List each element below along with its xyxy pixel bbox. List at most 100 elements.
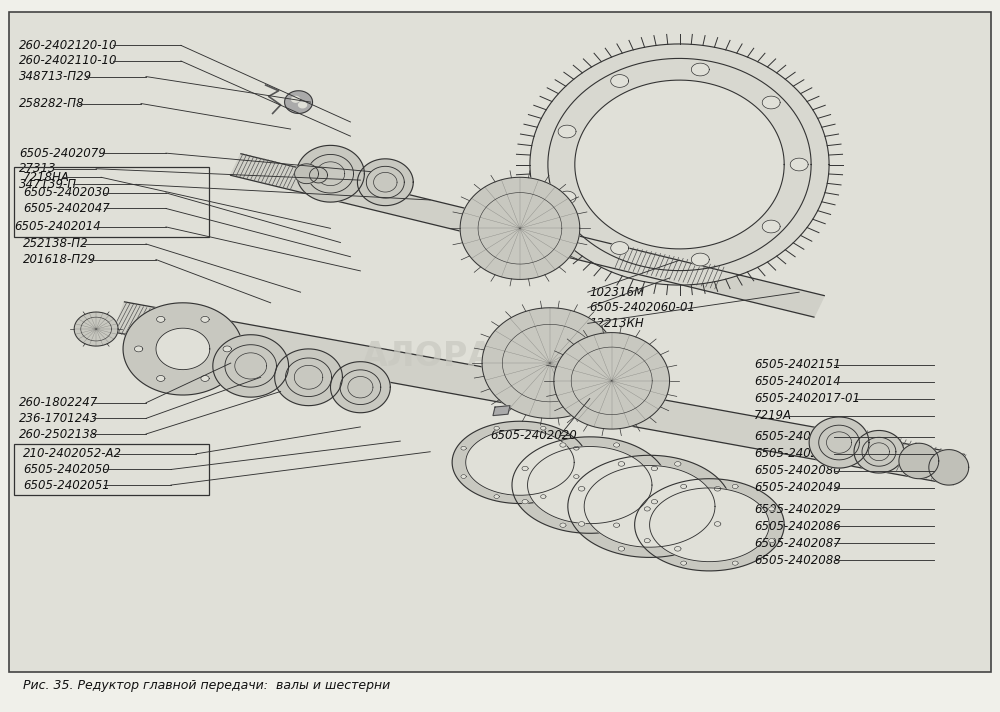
Text: 252138-П2: 252138-П2	[23, 237, 89, 251]
Polygon shape	[762, 96, 780, 109]
Polygon shape	[295, 164, 319, 184]
Polygon shape	[310, 167, 327, 183]
Polygon shape	[618, 461, 625, 466]
Polygon shape	[554, 333, 670, 429]
Polygon shape	[460, 177, 580, 279]
Polygon shape	[493, 406, 510, 416]
Polygon shape	[231, 154, 824, 317]
Polygon shape	[613, 443, 620, 447]
Polygon shape	[330, 362, 390, 413]
Text: 6505-2402060-01: 6505-2402060-01	[590, 301, 696, 314]
Text: 102316М: 102316М	[590, 286, 645, 298]
Polygon shape	[674, 547, 681, 551]
Text: 6505-2402051: 6505-2402051	[23, 478, 110, 491]
Polygon shape	[558, 191, 576, 204]
Text: 6505-2402086: 6505-2402086	[754, 520, 841, 533]
Polygon shape	[494, 426, 499, 430]
Polygon shape	[809, 417, 869, 468]
Text: 6505-2402080: 6505-2402080	[754, 464, 841, 477]
Polygon shape	[769, 538, 775, 543]
Polygon shape	[297, 145, 364, 202]
Polygon shape	[560, 523, 566, 528]
Text: 6505-2402085: 6505-2402085	[754, 430, 841, 444]
Text: 348713-П29: 348713-П29	[19, 70, 92, 83]
Polygon shape	[681, 561, 687, 565]
Polygon shape	[123, 303, 243, 395]
Polygon shape	[584, 466, 715, 548]
Text: 347139-П: 347139-П	[19, 178, 77, 191]
Text: 210-2402052-А2: 210-2402052-А2	[23, 447, 122, 461]
Polygon shape	[651, 500, 658, 504]
Polygon shape	[134, 346, 143, 352]
Polygon shape	[201, 316, 209, 323]
Text: 6505-2402017-01: 6505-2402017-01	[754, 392, 860, 405]
Polygon shape	[899, 444, 939, 478]
Polygon shape	[285, 90, 313, 113]
Polygon shape	[929, 449, 969, 485]
Text: 201618-П29: 201618-П29	[23, 253, 96, 266]
Polygon shape	[714, 486, 721, 491]
Text: 6505-2402014: 6505-2402014	[754, 375, 841, 388]
Polygon shape	[223, 346, 231, 352]
Polygon shape	[651, 466, 658, 471]
Polygon shape	[299, 102, 307, 108]
Polygon shape	[618, 547, 625, 551]
Text: 6505-2402079: 6505-2402079	[19, 147, 106, 159]
Polygon shape	[482, 308, 618, 419]
Text: 258282-П8: 258282-П8	[19, 97, 85, 110]
Polygon shape	[714, 522, 721, 526]
Text: 7218НА: 7218НА	[23, 171, 70, 184]
Polygon shape	[466, 429, 574, 496]
Polygon shape	[644, 507, 650, 511]
Polygon shape	[357, 159, 413, 206]
FancyBboxPatch shape	[9, 12, 991, 671]
Text: 6505-2402029: 6505-2402029	[754, 503, 841, 515]
Polygon shape	[461, 446, 466, 450]
Text: 6505-2402081: 6505-2402081	[754, 447, 841, 461]
Polygon shape	[578, 522, 585, 526]
Text: 260-2502138: 260-2502138	[19, 427, 99, 441]
Polygon shape	[275, 349, 342, 406]
Text: АЛОРА-ЗА: АЛОРА-ЗА	[362, 340, 558, 372]
Text: 6505-2402088: 6505-2402088	[754, 554, 841, 567]
Polygon shape	[560, 443, 566, 447]
Text: 27313: 27313	[19, 162, 57, 175]
Text: 6505-2402087: 6505-2402087	[754, 537, 841, 550]
Text: 6505-2402049: 6505-2402049	[754, 481, 841, 494]
Text: 6505-2402047: 6505-2402047	[23, 202, 110, 215]
Text: Рис. 35. Редуктор главной передачи:  валы и шестерни: Рис. 35. Редуктор главной передачи: валы…	[23, 679, 391, 691]
Polygon shape	[201, 375, 209, 382]
Polygon shape	[644, 538, 650, 543]
Polygon shape	[541, 426, 546, 430]
Polygon shape	[854, 431, 904, 473]
Polygon shape	[541, 495, 546, 498]
Text: 6505-2402020: 6505-2402020	[490, 429, 577, 442]
Polygon shape	[732, 484, 738, 488]
Polygon shape	[292, 96, 300, 102]
Text: 12213КН: 12213КН	[590, 317, 644, 330]
Polygon shape	[691, 63, 709, 76]
Text: 260-1802247: 260-1802247	[19, 397, 99, 409]
Text: 260-2402120-10: 260-2402120-10	[19, 39, 118, 52]
Polygon shape	[74, 312, 118, 346]
Polygon shape	[691, 253, 709, 266]
Polygon shape	[522, 500, 528, 504]
Polygon shape	[762, 220, 780, 233]
Polygon shape	[156, 328, 210, 370]
Polygon shape	[574, 446, 579, 450]
Polygon shape	[611, 241, 629, 254]
Text: 6505-2402050: 6505-2402050	[23, 463, 110, 476]
Text: 6505-2402151: 6505-2402151	[754, 358, 841, 371]
Polygon shape	[157, 375, 165, 382]
Polygon shape	[613, 523, 620, 528]
Polygon shape	[575, 80, 784, 249]
Polygon shape	[674, 461, 681, 466]
Polygon shape	[522, 466, 528, 471]
Polygon shape	[611, 75, 629, 88]
Polygon shape	[790, 158, 808, 171]
Text: 6505-2402014: 6505-2402014	[14, 221, 101, 234]
Polygon shape	[494, 495, 499, 498]
Polygon shape	[681, 484, 687, 488]
Polygon shape	[461, 475, 466, 478]
Polygon shape	[574, 475, 579, 478]
